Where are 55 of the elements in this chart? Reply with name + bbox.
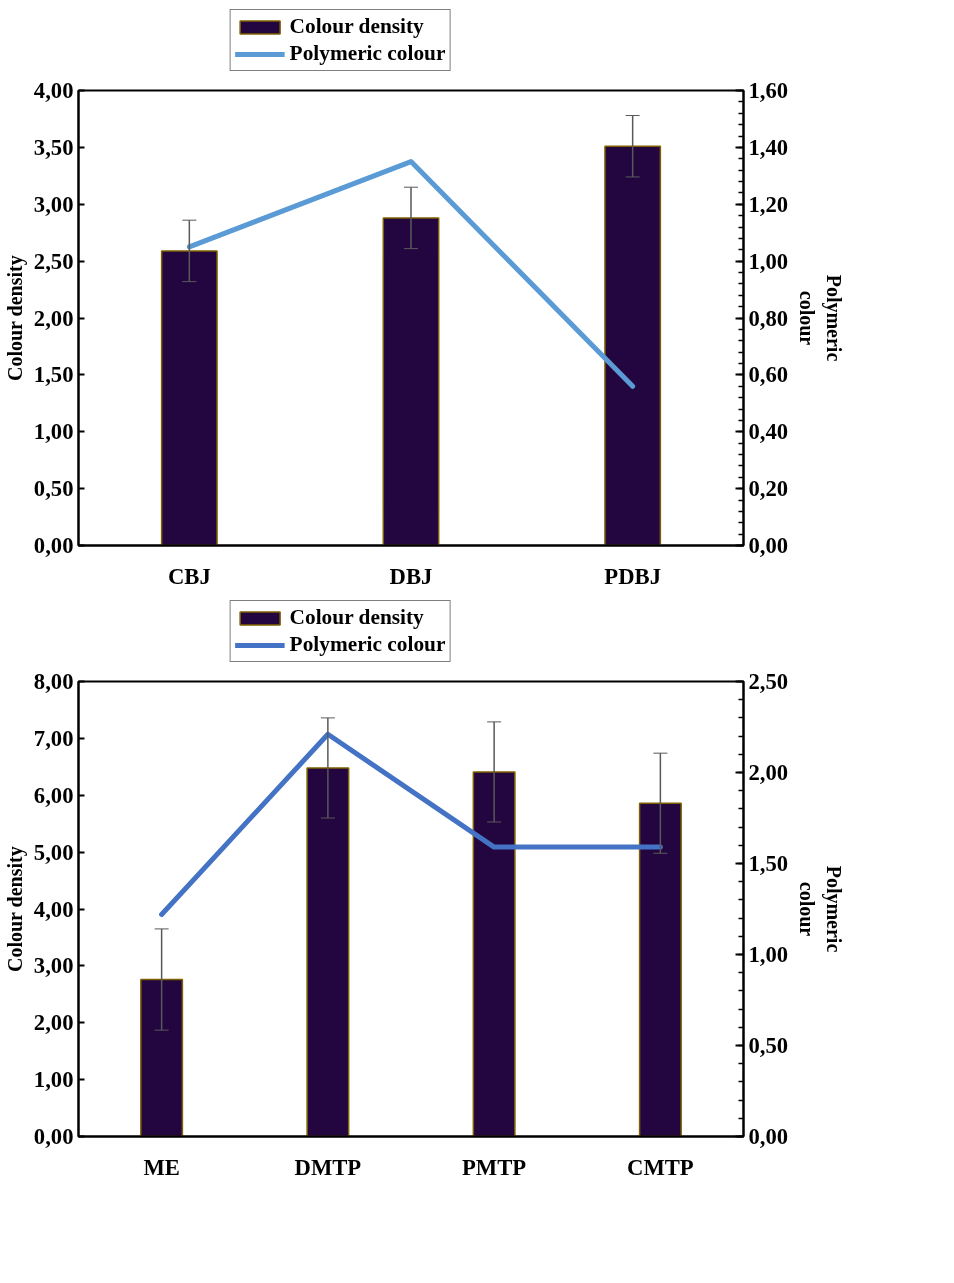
- bar: [472, 771, 516, 1137]
- legend-label: Polymeric colour: [289, 632, 446, 657]
- bar: [160, 250, 218, 546]
- x-tick-label: CMTP: [627, 1154, 694, 1180]
- legend-label: Colour density: [289, 605, 424, 630]
- y2-tick-label: 2,50: [748, 669, 789, 694]
- y2-tick-label: 0,80: [748, 305, 789, 331]
- y-axis-title: Colour density: [3, 846, 27, 973]
- y-tick-label: 6,00: [33, 782, 74, 808]
- y2-tick-label: 1,00: [748, 942, 789, 967]
- y2-tick-label: 1,50: [748, 851, 789, 876]
- bar: [140, 978, 184, 1137]
- y-tick-label: 0,50: [33, 476, 74, 502]
- x-tick-label: CBJ: [167, 563, 211, 589]
- y-tick-label: 2,00: [33, 305, 74, 331]
- y-tick-label: 3,00: [33, 191, 74, 217]
- y2-tick-label: 0,60: [748, 362, 789, 388]
- y-tick-label: 7,00: [33, 725, 74, 751]
- y-tick-label: 2,50: [33, 248, 74, 274]
- y2-axis-title: Polymeric colour: [796, 274, 845, 362]
- y2-tick-label: 2,00: [748, 760, 789, 785]
- y-tick-label: 3,50: [33, 134, 74, 160]
- y2-tick-label: 1,20: [748, 191, 789, 217]
- y2-tick-label: 1,60: [748, 78, 789, 103]
- y-tick-label: 1,00: [33, 419, 74, 445]
- y-tick-label: 0,00: [33, 533, 74, 558]
- y-tick-label: 3,00: [33, 953, 74, 979]
- y2-tick-label: 1,00: [748, 248, 789, 274]
- legend-label: Colour density: [289, 14, 424, 39]
- y-tick-label: 1,50: [33, 362, 74, 388]
- y-tick-label: 5,00: [33, 839, 74, 865]
- y-tick-label: 0,00: [33, 1124, 74, 1149]
- y2-tick-label: 0,00: [748, 1124, 789, 1149]
- x-tick-label: PMTP: [462, 1154, 527, 1180]
- y-axis-title: Colour density: [3, 255, 27, 382]
- x-tick-label: DMTP: [294, 1154, 362, 1180]
- bar: [638, 802, 682, 1137]
- y2-tick-label: 0,40: [748, 419, 789, 445]
- y2-tick-label: 1,40: [748, 134, 789, 160]
- y2-axis-title: Polymeric colour: [796, 865, 845, 953]
- x-tick-label: DBJ: [389, 563, 433, 589]
- x-tick-label: ME: [143, 1154, 180, 1180]
- y-tick-label: 8,00: [33, 669, 74, 694]
- y2-tick-label: 0,50: [748, 1033, 789, 1058]
- bar: [382, 217, 440, 546]
- y-tick-label: 4,00: [33, 896, 74, 922]
- bar: [306, 767, 350, 1137]
- y-tick-label: 1,00: [33, 1067, 74, 1093]
- y-tick-label: 2,00: [33, 1010, 74, 1036]
- bar: [604, 145, 662, 546]
- y2-tick-label: 0,00: [748, 533, 789, 558]
- x-tick-label: PDBJ: [604, 563, 661, 589]
- y-tick-label: 4,00: [33, 78, 74, 103]
- legend-label: Polymeric colour: [289, 41, 446, 66]
- y2-tick-label: 0,20: [748, 476, 789, 502]
